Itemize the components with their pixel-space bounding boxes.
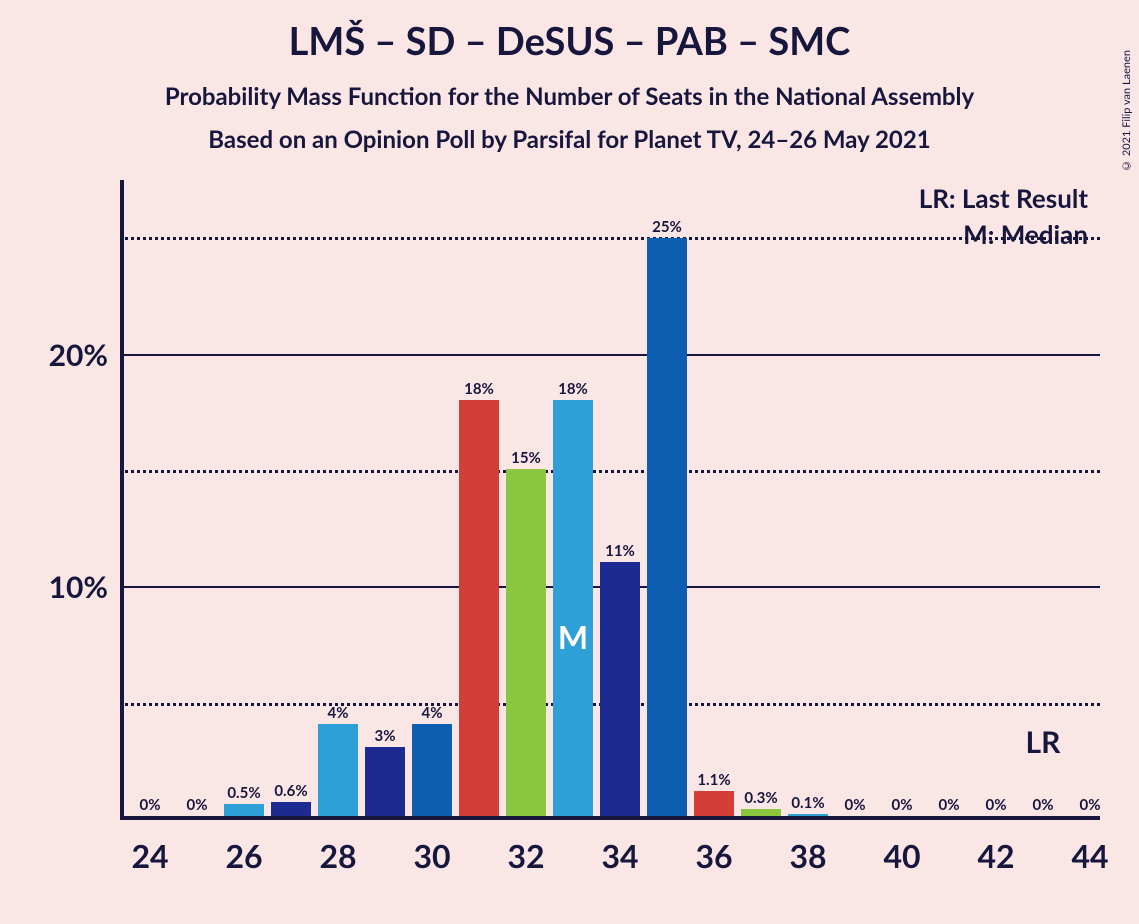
x-tick-label: 44 <box>1071 836 1108 875</box>
y-tick-label: 20% <box>49 337 108 373</box>
bar-value-label: 25% <box>647 218 687 236</box>
x-tick-label: 34 <box>601 836 638 875</box>
chart-subtitle-2: Based on an Opinion Poll by Parsifal for… <box>0 125 1139 154</box>
bar: 11% <box>600 562 640 816</box>
bar-value-label: 4% <box>412 704 452 722</box>
bar: 1.1% <box>694 791 734 816</box>
x-axis <box>120 816 1100 820</box>
y-tick-label: 10% <box>49 569 108 605</box>
bar-value-label: 11% <box>600 542 640 560</box>
x-tick-label: 36 <box>695 836 732 875</box>
bar: 18% <box>459 400 499 816</box>
lr-marker: LR <box>1026 724 1061 760</box>
bar-value-label: 0% <box>177 796 217 814</box>
x-tick-label: 40 <box>883 836 920 875</box>
x-tick-label: 42 <box>977 836 1014 875</box>
x-tick-label: 30 <box>413 836 450 875</box>
x-tick-label: 38 <box>789 836 826 875</box>
bar-value-label: 0% <box>929 796 969 814</box>
bar-value-label: 0% <box>130 796 170 814</box>
x-axis-labels: 2426283032343638404244 <box>120 830 1100 880</box>
bar-value-label: 0% <box>1023 796 1063 814</box>
copyright-text: © 2021 Filip van Laenen <box>1120 50 1133 172</box>
median-marker: M <box>553 617 593 656</box>
x-tick-label: 32 <box>507 836 544 875</box>
bar: 15% <box>506 469 546 816</box>
bar: 25% <box>647 238 687 816</box>
bar-value-label: 0% <box>1070 796 1110 814</box>
bar-value-label: 18% <box>553 380 593 398</box>
bar: 3% <box>365 747 405 816</box>
bar: 0.1% <box>788 814 828 816</box>
bar-value-label: 3% <box>365 727 405 745</box>
bar-value-label: 0% <box>835 796 875 814</box>
x-tick-label: 26 <box>225 836 262 875</box>
chart-title: LMŠ – SD – DeSUS – PAB – SMC <box>0 0 1139 64</box>
bars-group: 0%0%0.5%0.6%4%3%4%18%15%18%M11%25%1.1%0.… <box>120 180 1100 816</box>
x-tick-label: 28 <box>319 836 356 875</box>
bar-value-label: 0.6% <box>271 782 311 800</box>
chart-subtitle-1: Probability Mass Function for the Number… <box>0 82 1139 111</box>
bar-value-label: 15% <box>506 449 546 467</box>
bar-value-label: 0.3% <box>741 789 781 807</box>
bar-value-label: 0% <box>976 796 1016 814</box>
bar: 0.3% <box>741 809 781 816</box>
x-tick-label: 24 <box>131 836 168 875</box>
bar-value-label: 18% <box>459 380 499 398</box>
bar-value-label: 0.1% <box>788 794 828 812</box>
bar-value-label: 1.1% <box>694 771 734 789</box>
bar: 4% <box>412 724 452 817</box>
bar: 4% <box>318 724 358 817</box>
bar: 0.5% <box>224 804 264 816</box>
bar-value-label: 0.5% <box>224 784 264 802</box>
plot-area: LR: Last Result M: Median 10%20% 0%0%0.5… <box>120 180 1100 820</box>
bar-value-label: 4% <box>318 704 358 722</box>
chart-container: LMŠ – SD – DeSUS – PAB – SMC Probability… <box>0 0 1139 924</box>
bar: 0.6% <box>271 802 311 816</box>
bar: 18%M <box>553 400 593 816</box>
bar-value-label: 0% <box>882 796 922 814</box>
